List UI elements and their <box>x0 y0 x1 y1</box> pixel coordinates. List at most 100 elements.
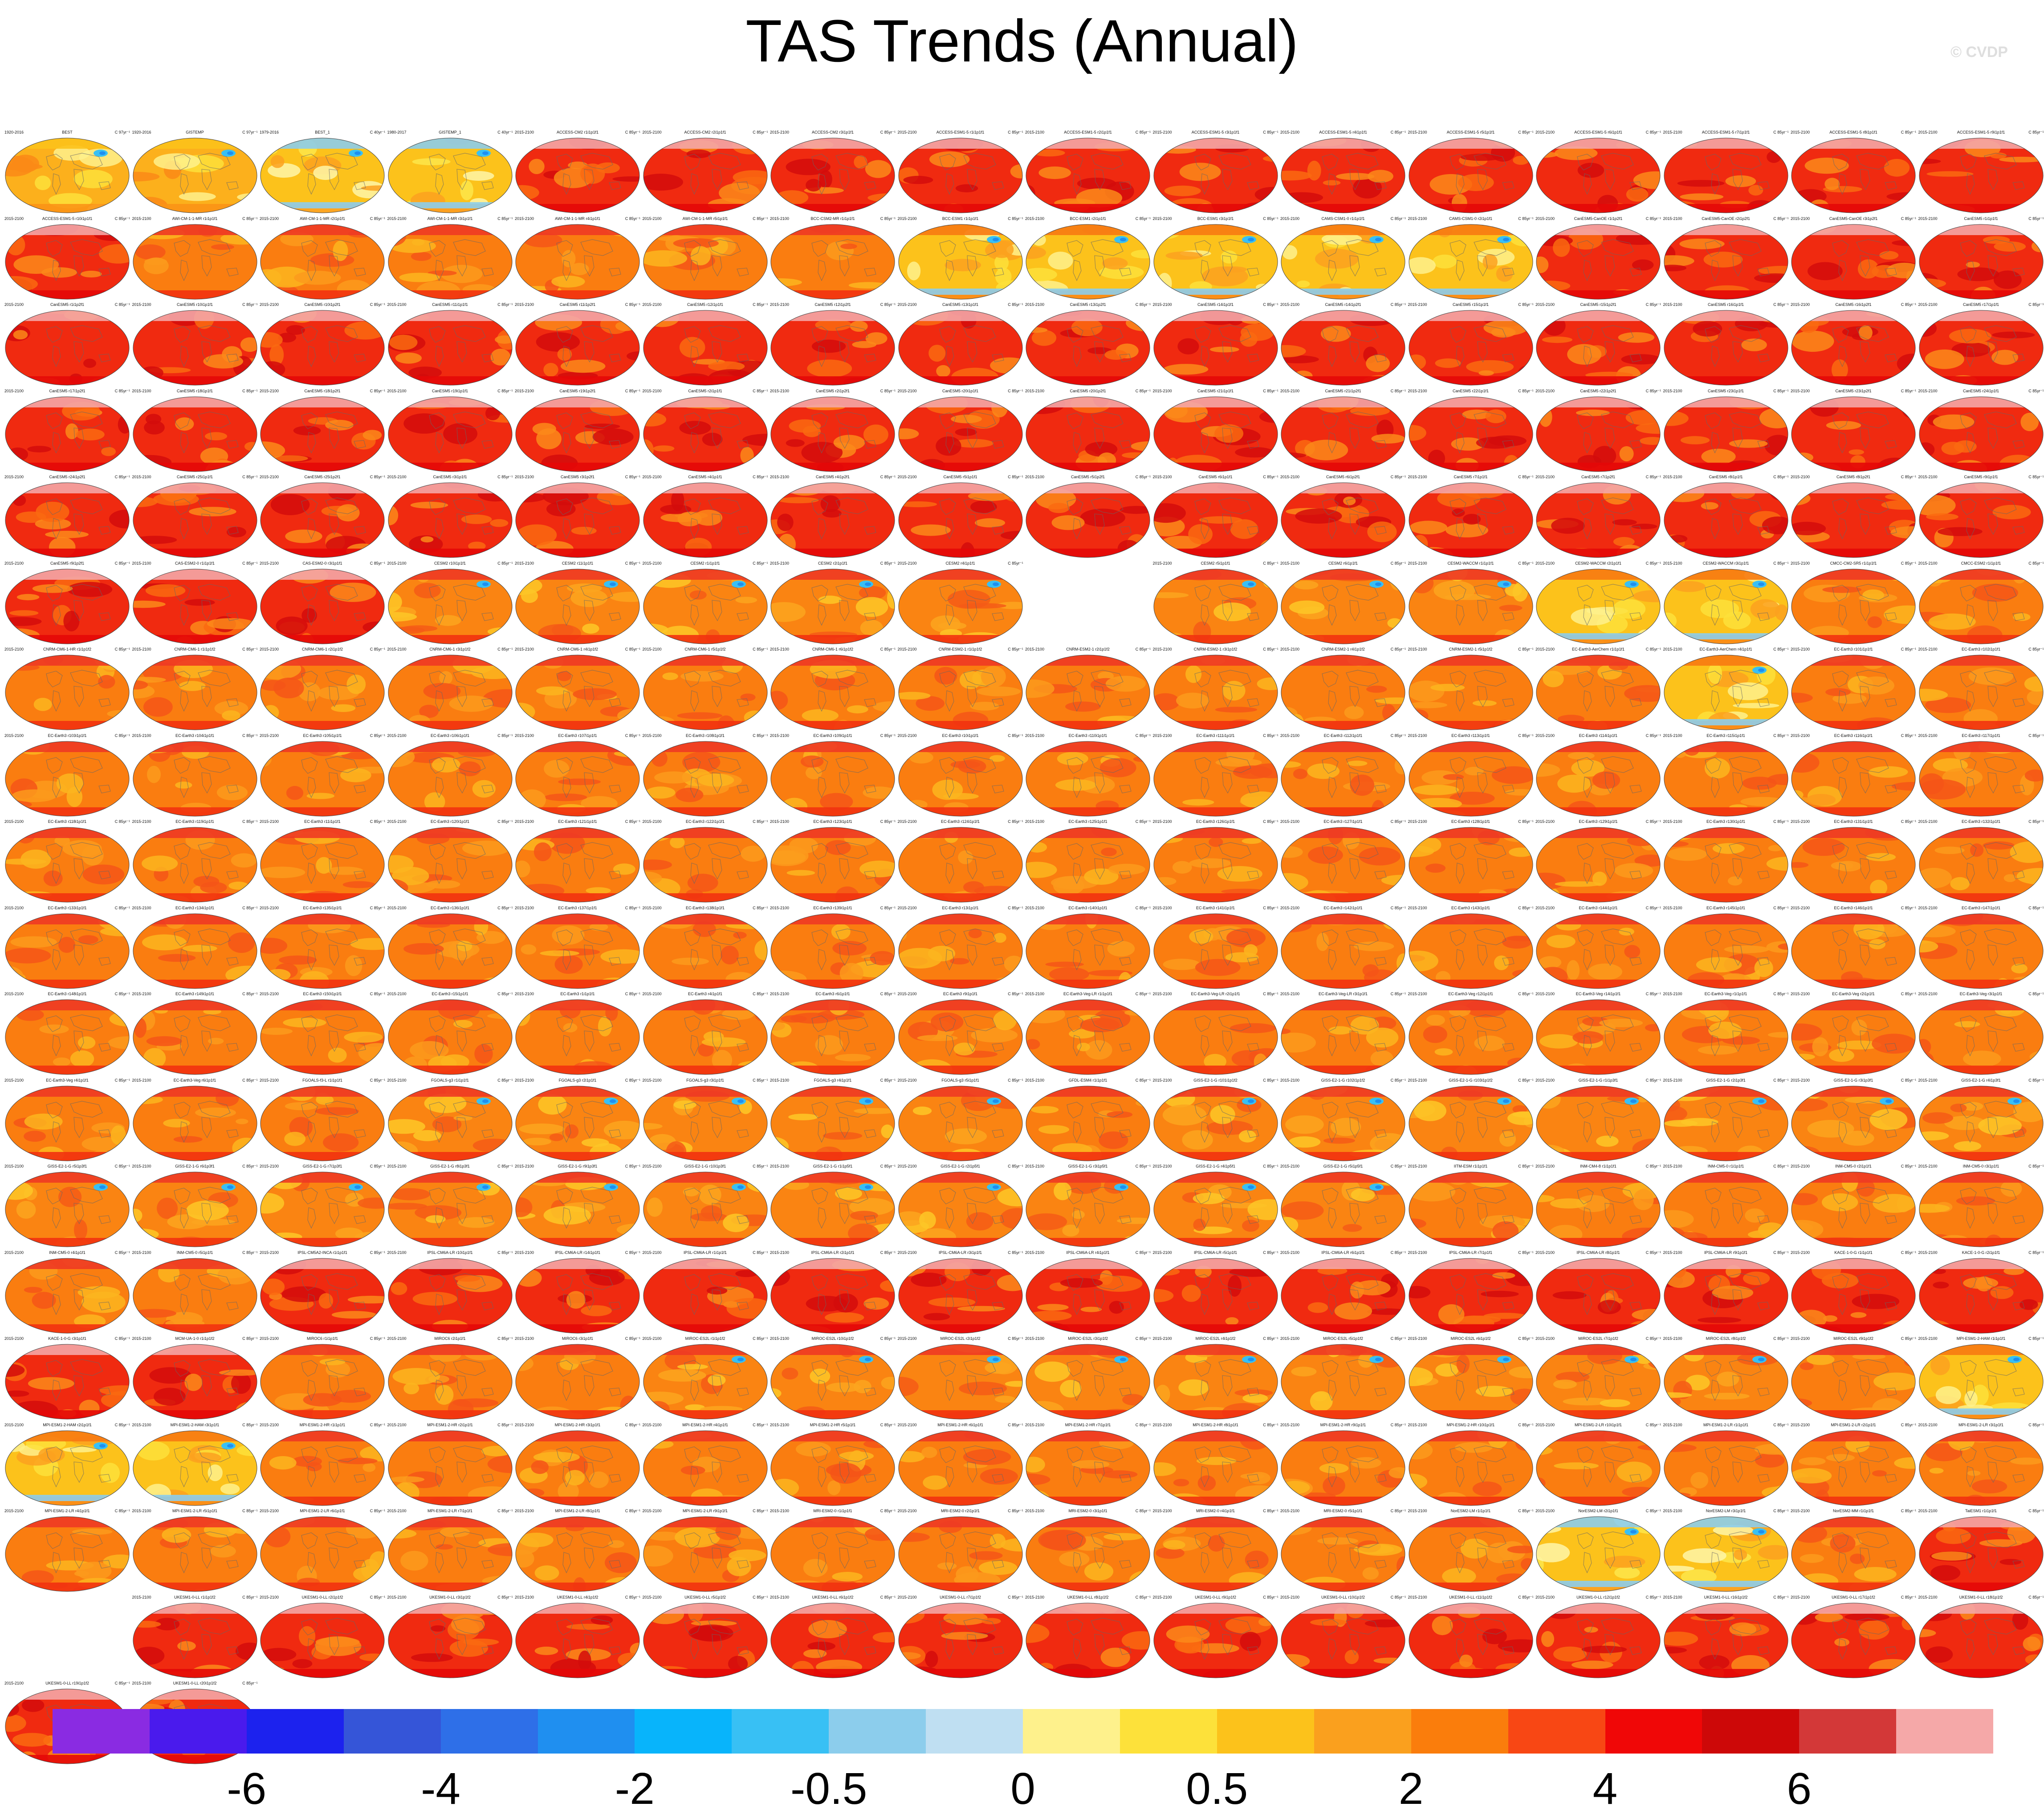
panel-years: 2015-2100 <box>260 647 279 651</box>
panel-title: UKESM1-0-LL r11i1p1f2 <box>1449 1595 1493 1599</box>
panel-years: 2015-2100 <box>642 1250 662 1255</box>
world-map <box>1664 1516 1788 1592</box>
panel-unit: C 85yr⁻¹ <box>1263 130 1279 134</box>
map-panel: MIROC6 r3i1p1f1 2015-2100 C 85yr⁻¹ <box>514 1335 641 1420</box>
map-panel: CNRM-ESM2-1 r5i1p1f2 2015-2100 C 85yr⁻¹ <box>1407 646 1535 731</box>
panel-years: 2015-2100 <box>1663 1078 1682 1082</box>
panel-years: 2015-2100 <box>132 302 151 307</box>
map-panel: EC-Earth3-AerChem r4i1p1f1 2015-2100 C 85y… <box>1662 646 1790 731</box>
map-panel: MIROC-ES2L r9i1p1f2 2015-2100 C 85yr⁻¹ <box>1790 1335 1917 1420</box>
panel-years: 2015-2100 <box>770 733 790 738</box>
world-map <box>1664 1086 1788 1161</box>
panel-years: 2015-2100 <box>260 1164 279 1168</box>
panel-years: 2015-2100 <box>642 992 662 996</box>
panel-years: 2015-2100 <box>642 561 662 566</box>
map-field <box>1664 1000 1788 1074</box>
panel-title: CESM2 r6i1p1f1 <box>1328 561 1358 566</box>
panel-title: EC-Earth3 r115i1p1f1 <box>1706 733 1745 738</box>
panel-unit: C 85yr⁻¹ <box>114 1509 130 1513</box>
panel-years: 2015-2100 <box>1408 819 1427 824</box>
panel-years: 2015-2100 <box>1152 647 1172 651</box>
panel-unit: C 85yr⁻¹ <box>1263 905 1279 910</box>
world-map <box>1919 224 2043 299</box>
panel-years: 2015-2100 <box>1025 130 1045 134</box>
panel-title: EC-Earth3 r146i1p1f1 <box>1834 905 1873 910</box>
map-panel: MPI-ESM1-2-LR r1i1p1f1 2015-2100 C 85yr⁻¹ <box>1662 1422 1790 1506</box>
panel-unit: C 85yr⁻¹ <box>753 302 768 307</box>
panel-years: 2015-2100 <box>770 216 790 221</box>
panel-unit: C 85yr⁻¹ <box>1263 647 1279 651</box>
panel-unit: C 85yr⁻¹ <box>370 647 385 651</box>
panel-years: 2015-2100 <box>897 475 917 479</box>
panel-years: 2015-2100 <box>4 1681 24 1685</box>
panel-title: CAMS-CSM1-0 r2i1p1f1 <box>1449 216 1493 221</box>
panel-unit: C 85yr⁻¹ <box>1773 992 1789 996</box>
panel-unit: C 40yr⁻¹ <box>497 130 513 134</box>
panel-title: MPI-ESM1-2-HR r8i1p1f1 <box>1193 1422 1238 1427</box>
panel-title: BEST_1 <box>315 130 330 134</box>
map-field <box>1409 310 1533 385</box>
panel-title: EC-Earth3 r121i1p1f1 <box>558 819 597 824</box>
panel-title: MIROC-ES2L r9i1p1f2 <box>1833 1336 1873 1341</box>
panel-title: EC-Earth3 r130i1p1f1 <box>1706 819 1746 824</box>
panel-title: EC-Earth3-Veg-LR r1i1p1f1 <box>1063 992 1113 996</box>
map-field <box>516 1172 639 1247</box>
map-field <box>1409 569 1533 644</box>
map-field <box>1153 1258 1278 1333</box>
colorbar-segment <box>246 1709 344 1754</box>
map-field <box>1792 827 1915 902</box>
panel-title: ACCESS-CM2 r3i1p1f1 <box>811 130 854 134</box>
map-panel: CNRM-ESM2-1 r2i1p1f2 2015-2100 C 85yr⁻¹ <box>1024 646 1152 731</box>
map-panel: MIROC-ES2L r4i1p1f2 2015-2100 C 85yr⁻¹ <box>1152 1335 1279 1420</box>
map-panel: MPI-ESM1-2-HR r9i1p1f1 2015-2100 C 85yr⁻¹ <box>1279 1422 1407 1506</box>
panel-title: CAS-ESM2-0 r3i1p1f1 <box>302 561 342 566</box>
panel-unit: C 85yr⁻¹ <box>114 1164 130 1168</box>
panel-years: 2015-2100 <box>770 905 790 910</box>
panel-unit: C 85yr⁻¹ <box>880 302 896 307</box>
panel-unit: C 85yr⁻¹ <box>1645 1250 1661 1255</box>
panel-title: MPI-ESM1-2-HR r4i1p1f1 <box>682 1422 728 1427</box>
map-field <box>5 1430 129 1506</box>
panel-years: 2015-2100 <box>1663 819 1682 824</box>
panel-title: EC-Earth3 r120i1p1f1 <box>430 819 470 824</box>
panel-title: CanESM5 r3i1p2f1 <box>560 475 595 479</box>
panel-unit: C 85yr⁻¹ <box>497 992 513 996</box>
map-field <box>898 1000 1022 1074</box>
panel-title: MIROC6 r2i1p1f1 <box>434 1336 466 1341</box>
world-map <box>1919 1086 2043 1161</box>
map-field <box>1919 741 2043 816</box>
panel-title: GISS-E2-1-G r9i1p3f1 <box>558 1164 598 1168</box>
panel-unit: C 85yr⁻¹ <box>1773 130 1789 134</box>
panel-years: 2015-2100 <box>1918 1164 1938 1168</box>
panel-unit: C 85yr⁻¹ <box>753 992 768 996</box>
panel-years: 2015-2100 <box>4 1336 24 1341</box>
map-field <box>898 224 1022 299</box>
panel-title: GISTEMP_1 <box>439 130 461 134</box>
panel-title: BCC-ESM1 r2i1p1f1 <box>1070 216 1106 221</box>
panel-title: TaiESM1 r1i1p1f1 <box>1965 1509 1997 1513</box>
panel-unit: C 85yr⁻¹ <box>1008 1595 1023 1599</box>
map-panel: CanESM5 r1i1p2f1 2015-2100 C 85yr⁻¹ <box>4 301 131 386</box>
panel-title: BEST <box>62 130 73 134</box>
panel-title: GISS-E2-1-G r5i1p5f1 <box>1323 1164 1363 1168</box>
map-panel: FGOALS-f3-L r1i1p1f1 2015-2100 C 85yr⁻¹ <box>259 1077 386 1162</box>
panel-title: ACCESS-CM2 r2i1p1f1 <box>684 130 726 134</box>
map-panel: EC-Earth3 r113i1p1f1 2015-2100 C 85yr⁻¹ <box>1407 732 1535 817</box>
panel-unit: C 85yr⁻¹ <box>1008 1422 1023 1427</box>
map-field <box>643 224 767 299</box>
panel-years: 1980-2017 <box>387 130 407 134</box>
panel-unit: C 85yr⁻¹ <box>2028 1078 2044 1082</box>
world-map <box>1791 741 1916 816</box>
map-field <box>898 396 1022 472</box>
panel-title: ACCESS-ESM1-5 r10i1p1f1 <box>42 216 93 221</box>
map-field <box>1536 224 1660 299</box>
map-field <box>5 483 129 558</box>
map-panel: MPI-ESM1-2-LR r10i1p1f1 2015-2100 C 85yr⁻¹ <box>1535 1422 1662 1506</box>
panel-title: MCM-UA-1-0 r1i1p1f2 <box>175 1336 215 1341</box>
panel-title: EC-Earth3 r103i1p1f1 <box>48 733 87 738</box>
panel-years: 2015-2100 <box>1408 561 1427 566</box>
panel-unit: C 85yr⁻¹ <box>1390 1595 1406 1599</box>
panel-unit: C 85yr⁻¹ <box>370 733 385 738</box>
map-panel: ACCESS-CM2 r1i1p1f1 2015-2100 C 85yr⁻¹ <box>514 129 641 214</box>
map-field <box>5 396 129 472</box>
